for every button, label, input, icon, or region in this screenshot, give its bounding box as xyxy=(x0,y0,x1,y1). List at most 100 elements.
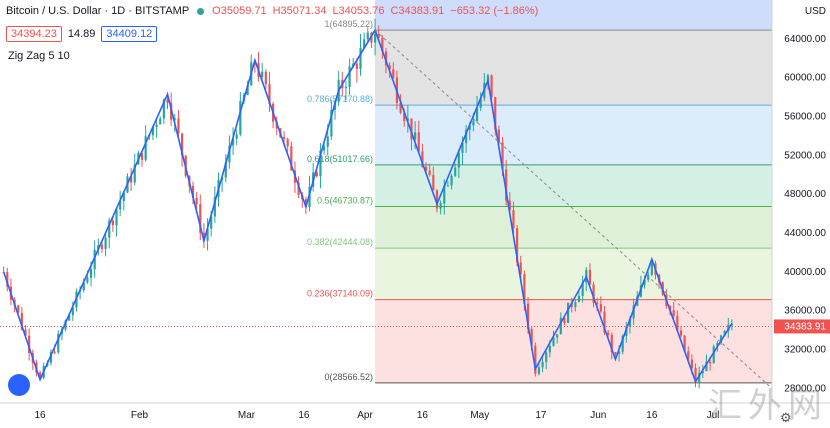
x-tick-label: Feb xyxy=(131,410,149,421)
candle-body xyxy=(111,220,114,226)
candle-body xyxy=(588,269,592,285)
candle-body xyxy=(508,200,511,211)
candle-body xyxy=(319,150,322,177)
y-tick-label: 56000.00 xyxy=(784,112,826,123)
candle-body xyxy=(672,310,675,316)
candle-body xyxy=(355,63,358,69)
candle-body xyxy=(519,262,522,275)
tradingview-logo-icon[interactable] xyxy=(8,374,30,396)
candle-body xyxy=(381,37,384,52)
candle-body xyxy=(676,315,679,331)
candle-body xyxy=(261,71,264,77)
candle-body xyxy=(282,137,286,140)
candle-body xyxy=(64,320,67,330)
candle-body xyxy=(716,343,719,347)
candle-body xyxy=(406,118,409,121)
x-tick-label: Jun xyxy=(590,410,606,421)
candle-body xyxy=(115,209,118,226)
candle-body xyxy=(359,48,362,69)
candle-body xyxy=(195,197,198,205)
candle-body xyxy=(643,279,646,286)
settings-gear-icon[interactable]: ⚙ xyxy=(780,410,792,425)
candle-body xyxy=(140,152,144,160)
candle-body xyxy=(694,368,697,384)
candle-body xyxy=(344,87,348,89)
low-value: L34053.76 xyxy=(332,5,385,17)
buy-button[interactable]: 34409.12 xyxy=(101,26,158,42)
candle-body xyxy=(592,284,595,303)
candle-body xyxy=(723,331,726,336)
candle-body xyxy=(421,151,424,167)
candle-body xyxy=(690,359,693,369)
candle-body xyxy=(687,351,690,360)
candle-body xyxy=(424,166,428,171)
candle-body xyxy=(632,305,635,319)
candle-body xyxy=(556,334,559,338)
x-tick-label: Jul xyxy=(707,410,720,421)
open-value: O35059.71 xyxy=(212,5,267,17)
candle-body xyxy=(621,335,624,352)
candle-body xyxy=(366,32,369,40)
fib-level-label: 0(28566.52) xyxy=(325,372,374,382)
high-value: H35071.34 xyxy=(272,5,327,17)
candle-body xyxy=(490,75,493,98)
chart-header: Bitcoin / U.S. Dollar · 1D · BITSTAMP O3… xyxy=(6,5,538,17)
candle-body xyxy=(330,109,333,137)
candle-body xyxy=(89,269,93,278)
x-tick-label: 17 xyxy=(535,410,547,421)
candle-body xyxy=(363,39,366,49)
y-tick-label: 48000.00 xyxy=(784,189,826,200)
fib-level-label: 0.5(46730.87) xyxy=(317,196,373,206)
candle-body xyxy=(650,263,653,275)
fib-level-label: 1(64895.22) xyxy=(325,19,374,29)
candle-body xyxy=(530,329,533,346)
candle-body xyxy=(49,351,53,363)
candle-body xyxy=(122,192,125,202)
candle-body xyxy=(607,332,610,335)
last-price-tag xyxy=(774,319,830,334)
candle-body xyxy=(698,372,701,384)
spread-value: 14.89 xyxy=(67,28,96,40)
sell-button[interactable]: 34394.23 xyxy=(6,26,62,42)
watermark: 汇外网 xyxy=(708,386,828,426)
candle-body xyxy=(130,176,133,183)
candle-body xyxy=(399,102,402,113)
candle-body xyxy=(439,203,442,209)
candle-body xyxy=(68,315,71,321)
x-tick-label: May xyxy=(470,410,489,421)
close-value: C34383.91 xyxy=(390,5,445,17)
candle-body xyxy=(6,272,9,287)
candle-body xyxy=(552,337,555,346)
market-status-icon xyxy=(197,7,205,15)
candle-body xyxy=(133,164,136,183)
x-tick-label: 16 xyxy=(646,410,658,421)
candle-body xyxy=(709,361,712,364)
x-tick-label: Mar xyxy=(238,410,256,421)
candle-body xyxy=(304,199,307,207)
x-tick-label: 16 xyxy=(417,410,429,421)
candle-body xyxy=(268,84,271,104)
candle-body xyxy=(497,129,500,143)
x-tick-label: 16 xyxy=(298,410,310,421)
candle-body xyxy=(239,101,242,135)
candle-body xyxy=(235,134,238,139)
y-tick-label: 44000.00 xyxy=(784,228,826,239)
candle-body xyxy=(559,317,562,335)
candle-body xyxy=(206,228,209,241)
candle-body xyxy=(373,34,377,43)
candle-body xyxy=(315,172,318,177)
candle-body xyxy=(501,142,504,170)
candle-body xyxy=(403,112,406,121)
candle-body xyxy=(617,351,621,354)
candle-body xyxy=(563,317,566,323)
candle-body xyxy=(166,99,169,104)
candle-body xyxy=(701,371,704,373)
indicator-label[interactable]: Zig Zag 5 10 xyxy=(8,50,70,62)
candle-body xyxy=(159,118,162,125)
candle-body xyxy=(719,335,723,344)
fib-level-label: 0.236(37140.09) xyxy=(307,289,373,299)
candle-body xyxy=(516,227,519,263)
candle-body xyxy=(526,303,530,330)
candle-body xyxy=(457,152,460,168)
